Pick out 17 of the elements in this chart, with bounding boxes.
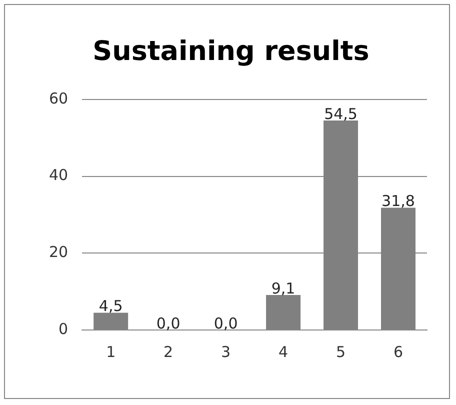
x-tick-label: 2 xyxy=(164,342,174,361)
x-tick-label: 1 xyxy=(106,342,116,361)
data-label: 0,0 xyxy=(156,314,180,332)
y-tick-label: 40 xyxy=(48,166,68,184)
x-tick-label: 3 xyxy=(221,342,231,361)
x-tick-label: 4 xyxy=(278,342,288,361)
x-tick-label: 6 xyxy=(393,342,404,361)
y-tick-label: 60 xyxy=(48,89,68,108)
y-tick-label: 20 xyxy=(48,243,68,262)
data-label: 54,5 xyxy=(324,104,358,123)
data-label: 4,5 xyxy=(98,297,123,316)
data-label: 9,1 xyxy=(271,279,296,298)
data-label: 31,8 xyxy=(382,192,415,210)
x-tick-label: 5 xyxy=(336,342,346,361)
chart-title: Sustaining results xyxy=(92,36,370,68)
data-label: 0,0 xyxy=(214,314,238,332)
y-tick-label: 0 xyxy=(58,320,68,338)
